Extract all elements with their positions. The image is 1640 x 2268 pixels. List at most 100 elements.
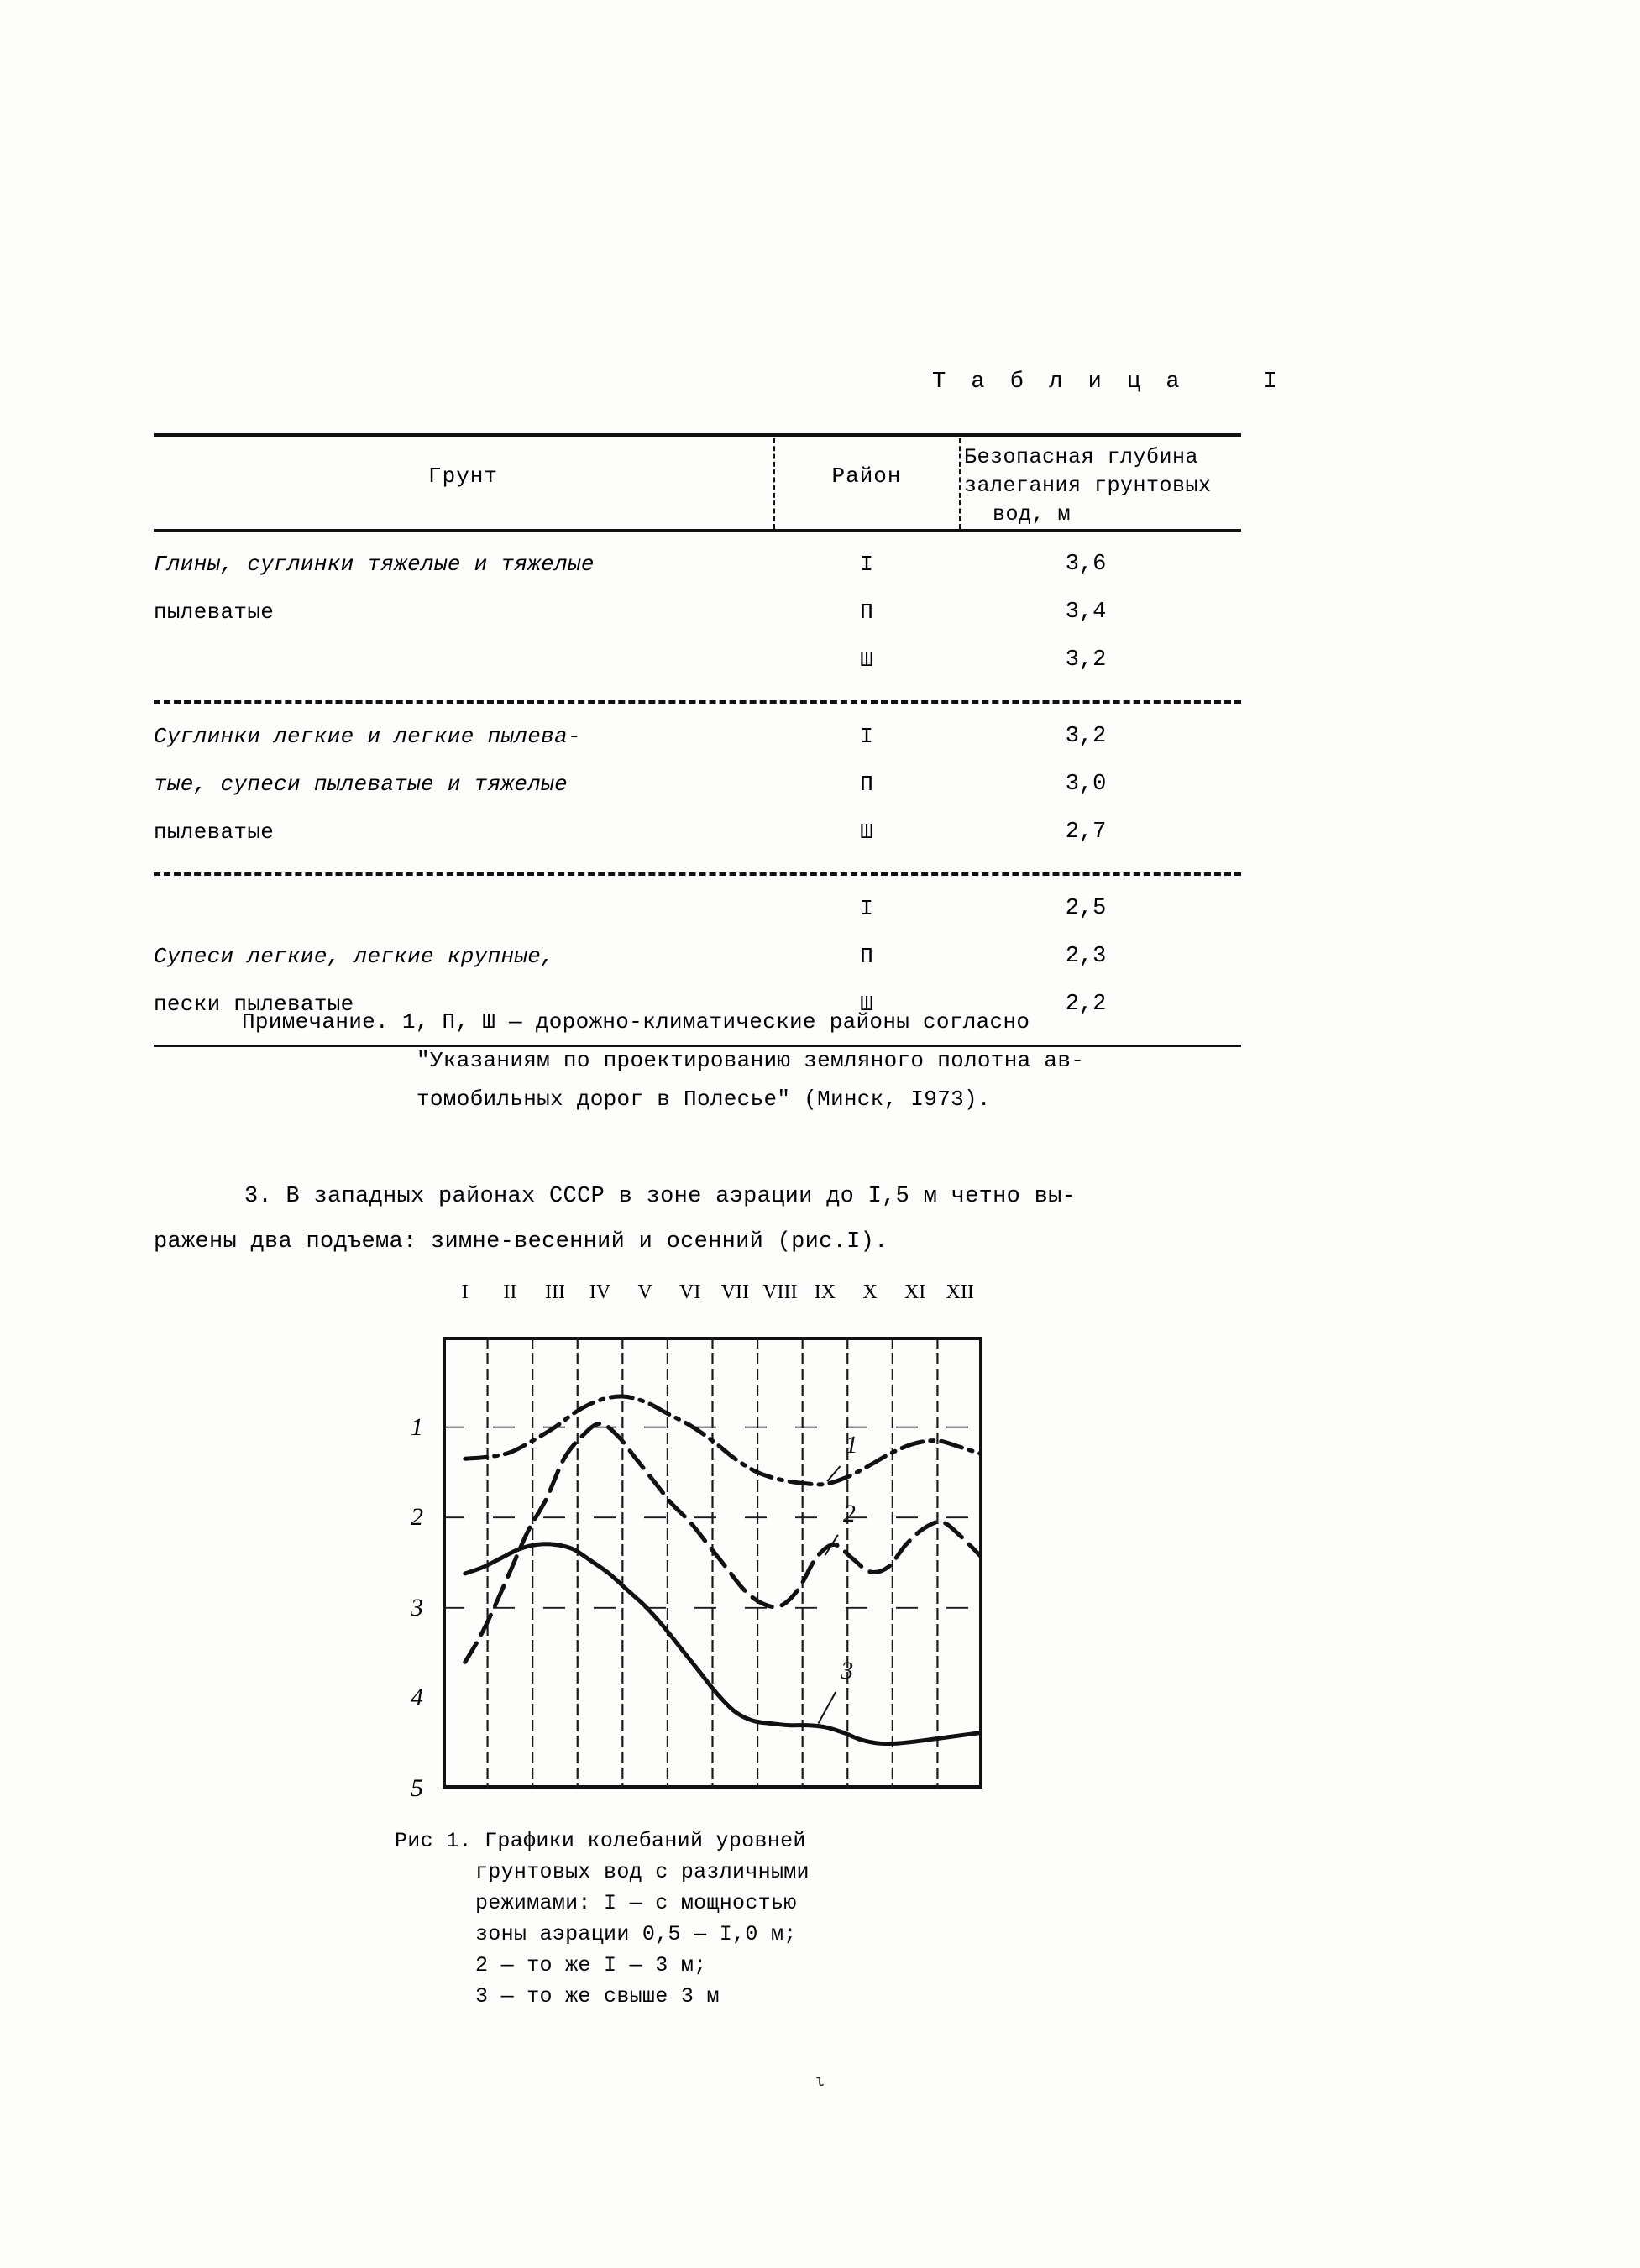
- cell-depth: 2,5: [1065, 896, 1107, 921]
- cell-zone: I: [860, 724, 873, 749]
- cell-zone: П: [860, 772, 873, 797]
- cell-depth: 3,0: [1065, 772, 1107, 797]
- body-paragraph: 3. В западных районах СССР в зоне аэраци…: [154, 1174, 1271, 1265]
- cell-depth: 2,3: [1065, 944, 1107, 969]
- figure-caption: Рис 1. Графики колебаний уровней грунтов…: [395, 1825, 1016, 2012]
- table-group-3: I 2,5 Супеси легкие, легкие крупные, П 2…: [154, 876, 1241, 1045]
- month-label-2: II: [503, 1281, 517, 1303]
- table-group-divider: [154, 872, 1241, 876]
- chart-leader-lines: [817, 1465, 841, 1725]
- month-label-7: VII: [720, 1281, 749, 1303]
- depth-label-4: 4: [411, 1684, 423, 1712]
- table-row: Ш 3,2: [154, 641, 1241, 689]
- chart-plot-area: 1 2 3: [443, 1337, 982, 1789]
- data-table: Грунт Район Безопасная глубина залегания…: [154, 433, 1241, 1047]
- cell-depth: 3,2: [1065, 724, 1107, 749]
- cell-depth: 3,2: [1065, 647, 1107, 673]
- month-label-5: V: [637, 1281, 652, 1303]
- table-group-2: Суглинки легкие и легкие пылева- I 3,2 т…: [154, 704, 1241, 872]
- header-zone: Район: [831, 464, 902, 489]
- note-line-3: томобильных дорог в Полесье" (Минск, I97…: [417, 1087, 991, 1112]
- depth-label-5: 5: [411, 1774, 423, 1802]
- page-mark: ι: [815, 2074, 825, 2091]
- cell-soil: пылеватые: [154, 820, 275, 845]
- cell-depth: 3,4: [1065, 600, 1107, 625]
- header-depth-line1: Безопасная глубина: [964, 445, 1199, 469]
- chart-curve-3: [463, 1542, 982, 1747]
- header-divider-1: [773, 438, 775, 529]
- leader-line-3: [817, 1691, 837, 1725]
- header-soil: Грунт: [427, 464, 498, 489]
- curve-label-1: 1: [845, 1431, 858, 1459]
- chart-curve-2: [463, 1421, 982, 1664]
- paragraph-line-2: ражены два подъема: зимне-весенний и осе…: [154, 1229, 888, 1254]
- table-bottom-rule: [154, 1045, 1241, 1047]
- depth-axis-labels: 1 2 3 4 5: [369, 1337, 437, 1802]
- cell-zone: Ш: [860, 820, 873, 845]
- cell-soil: пески пылеватые: [154, 992, 354, 1017]
- table-row: Суглинки легкие и легкие пылева- I 3,2: [154, 717, 1241, 765]
- table-row: пески пылеватые Ш 2,2: [154, 985, 1241, 1033]
- chart-curve-1: [463, 1394, 982, 1487]
- caption-line-4: зоны аэрации 0,5 — I,0 м;: [475, 1922, 797, 1946]
- month-label-8: VIII: [762, 1281, 798, 1303]
- note-line-2: "Указаниям по проектированию земляного п…: [417, 1048, 1085, 1073]
- table-row: тые, супеси пылеватые и тяжелые П 3,0: [154, 765, 1241, 813]
- cell-soil: пылеватые: [154, 600, 275, 625]
- chart-gridlines: [443, 1337, 982, 1789]
- caption-line-5: 2 — то же I — 3 м;: [475, 1953, 707, 1977]
- month-label-4: IV: [589, 1281, 611, 1303]
- month-label-6: VI: [679, 1281, 701, 1303]
- cell-zone: Ш: [860, 647, 873, 673]
- curve-label-3: 3: [841, 1657, 854, 1685]
- table-header-row: Грунт Район Безопасная глубина залегания…: [154, 437, 1241, 529]
- depth-label-1: 1: [411, 1412, 423, 1441]
- cell-depth: 2,7: [1065, 820, 1107, 845]
- month-label-3: III: [544, 1281, 565, 1303]
- caption-line-3: режимами: I — с мощностью: [475, 1891, 797, 1915]
- table-row: Глины, суглинки тяжелые и тяжелые I 3,6: [154, 545, 1241, 593]
- table-group-1: Глины, суглинки тяжелые и тяжелые I 3,6 …: [154, 532, 1241, 700]
- paragraph-line-1: 3. В западных районах СССР в зоне аэраци…: [244, 1184, 1077, 1209]
- table-caption: Т а б л и ц а I: [932, 369, 1283, 395]
- table-row: I 2,5: [154, 889, 1241, 937]
- month-axis-labels: I II III IV V VI VII VIII IX X XI XII: [443, 1281, 982, 1323]
- header-depth: Безопасная глубина залегания грунтовых в…: [964, 443, 1241, 529]
- chart-svg: [443, 1337, 982, 1789]
- table-header-rule: [154, 529, 1241, 532]
- leader-line-1: [826, 1465, 841, 1482]
- depth-label-2: 2: [411, 1503, 423, 1532]
- cell-soil: Супеси легкие, легкие крупные,: [154, 944, 555, 969]
- month-label-11: XI: [904, 1281, 926, 1303]
- month-label-9: IX: [814, 1281, 836, 1303]
- cell-soil: тые, супеси пылеватые и тяжелые: [154, 772, 568, 797]
- cell-zone: I: [860, 896, 873, 921]
- note-line-1: Примечание. 1, П, Ш — дорожно-климатичес…: [242, 1009, 1030, 1034]
- depth-label-3: 3: [411, 1593, 423, 1621]
- leader-line-2: [824, 1534, 839, 1556]
- curve-label-2: 2: [842, 1499, 856, 1527]
- cell-soil: Глины, суглинки тяжелые и тяжелые: [154, 552, 595, 577]
- month-label-12: XII: [946, 1281, 974, 1303]
- header-depth-line2: залегания грунтовых: [964, 474, 1212, 498]
- month-label-1: I: [461, 1281, 469, 1303]
- header-divider-2: [959, 438, 961, 529]
- cell-soil: Суглинки легкие и легкие пылева-: [154, 724, 581, 749]
- cell-zone: I: [860, 552, 873, 577]
- caption-line-2: грунтовых вод с различными: [475, 1860, 810, 1884]
- table-row: Супеси легкие, легкие крупные, П 2,3: [154, 937, 1241, 985]
- table-row: пылеватые П 3,4: [154, 593, 1241, 641]
- month-label-10: X: [862, 1281, 878, 1303]
- cell-depth: 3,6: [1065, 552, 1107, 577]
- table-note: Примечание. 1, П, Ш — дорожно-климатичес…: [242, 1003, 1350, 1118]
- table-row: пылеватые Ш 2,7: [154, 813, 1241, 861]
- caption-line-6: 3 — то же свыше 3 м: [475, 1984, 720, 2009]
- cell-zone: П: [860, 600, 873, 625]
- table-group-divider: [154, 700, 1241, 704]
- header-depth-line3: вод, м: [993, 502, 1072, 526]
- cell-zone: Ш: [860, 992, 873, 1017]
- chart-curves: [463, 1394, 982, 1747]
- cell-depth: 2,2: [1065, 992, 1107, 1017]
